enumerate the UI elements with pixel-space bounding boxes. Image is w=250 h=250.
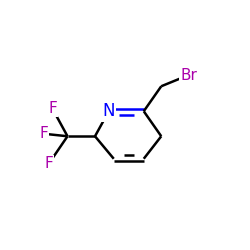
Text: F: F (48, 101, 57, 116)
Text: Br: Br (180, 68, 197, 82)
Text: N: N (102, 102, 115, 120)
Text: F: F (40, 126, 48, 141)
Text: F: F (44, 156, 53, 171)
